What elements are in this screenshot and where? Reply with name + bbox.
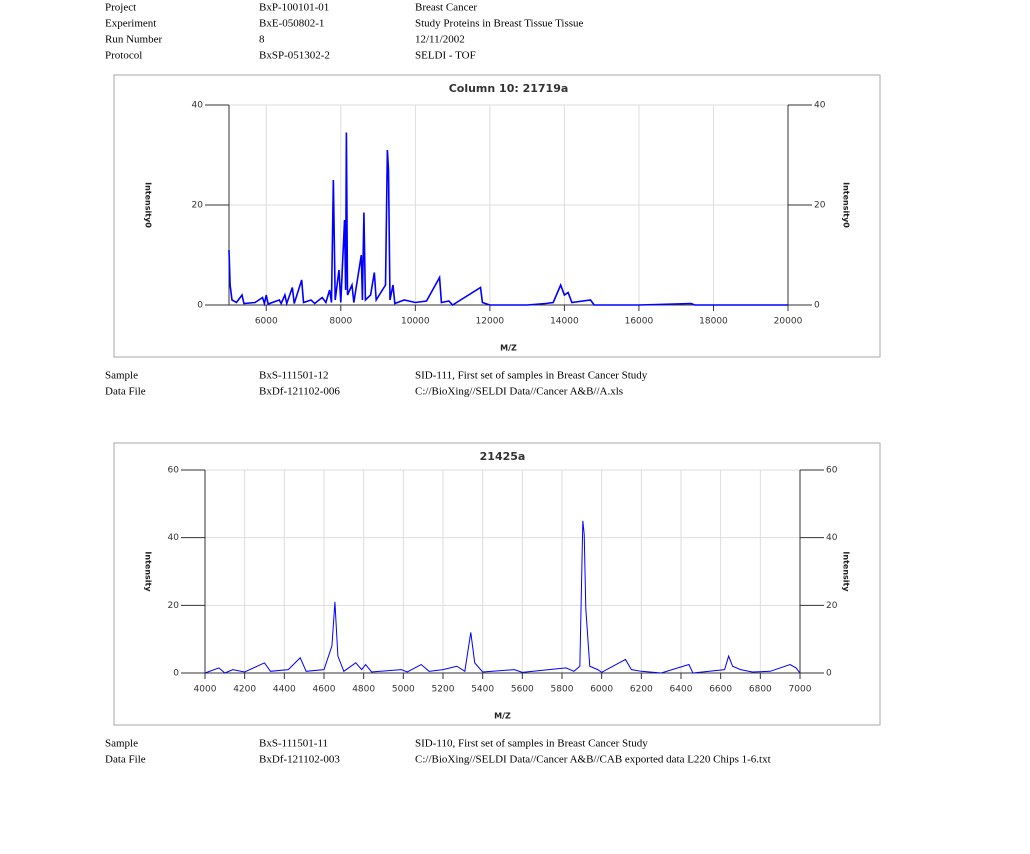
x-tick-label: 14000	[550, 317, 579, 327]
cell: SELDI - TOF	[415, 50, 476, 62]
x-tick-label: 4000	[194, 685, 217, 695]
cell: Data File	[105, 386, 146, 398]
x-tick-label: 12000	[476, 317, 505, 327]
cell: C://BioXing//SELDI Data//Cancer A&B//A.x…	[415, 386, 623, 398]
chart-title: Column 10: 21719a	[449, 82, 569, 95]
cell: BxSP-051302-2	[259, 50, 330, 62]
cell: Data File	[105, 754, 146, 766]
spectrum-line	[228, 132, 788, 307]
x-axis-label: M/Z	[494, 712, 511, 721]
y2-tick-label: 0	[826, 669, 832, 679]
y-tick-label: 20	[168, 601, 180, 611]
y-tick-label: 20	[192, 201, 204, 211]
y2-axis-label: Intensity0	[842, 182, 851, 228]
chart-title: 21425a	[480, 450, 526, 463]
cell: BxDf-121102-006	[259, 386, 340, 398]
x-tick-label: 6400	[670, 685, 693, 695]
cell: SID-110, First set of samples in Breast …	[415, 738, 648, 750]
cell: 12/11/2002	[415, 34, 465, 46]
y2-tick-label: 0	[814, 301, 820, 311]
y-tick-label: 40	[192, 101, 204, 111]
spectrum-line	[204, 520, 801, 674]
x-tick-label: 18000	[699, 317, 728, 327]
cell: 8	[259, 34, 265, 46]
x-tick-label: 5200	[432, 685, 455, 695]
cell: Protocol	[105, 50, 142, 62]
y2-tick-label: 20	[826, 601, 838, 611]
x-tick-label: 6800	[749, 685, 772, 695]
x-tick-label: 10000	[401, 317, 430, 327]
cell: Sample	[105, 738, 138, 750]
cell: BxE-050802-1	[259, 18, 324, 30]
x-tick-label: 7000	[789, 685, 812, 695]
y2-tick-label: 40	[826, 533, 838, 543]
x-tick-label: 5400	[471, 685, 494, 695]
y-axis-label: Intensity0	[144, 182, 153, 228]
y2-tick-label: 20	[814, 201, 826, 211]
x-tick-label: 6600	[709, 685, 732, 695]
cell: C://BioXing//SELDI Data//Cancer A&B//CAB…	[415, 754, 771, 766]
cell: BxDf-121102-003	[259, 754, 340, 766]
cell: Sample	[105, 370, 138, 382]
cell: BxS-111501-12	[259, 370, 328, 382]
cell: Run Number	[105, 34, 162, 46]
y-tick-label: 0	[197, 301, 203, 311]
chart-frame	[113, 442, 881, 726]
x-tick-label: 4600	[313, 685, 336, 695]
y-tick-label: 60	[168, 466, 180, 476]
y2-tick-label: 60	[826, 466, 838, 476]
cell: BxS-111501-11	[259, 738, 328, 750]
y2-axis-label: Intensity	[842, 551, 851, 592]
cell: Project	[105, 2, 136, 14]
x-tick-label: 6000	[590, 685, 613, 695]
x-tick-label: 4200	[233, 685, 256, 695]
cell: SID-111, First set of samples in Breast …	[415, 370, 648, 382]
x-axis-label: M/Z	[500, 344, 517, 353]
x-tick-label: 16000	[625, 317, 654, 327]
x-tick-label: 5600	[511, 685, 534, 695]
cell: Experiment	[105, 18, 156, 30]
cell: Breast Cancer	[415, 2, 477, 14]
y2-tick-label: 40	[814, 101, 826, 111]
x-tick-label: 4800	[352, 685, 375, 695]
x-tick-label: 8000	[329, 317, 352, 327]
chart-frame	[113, 74, 881, 358]
cell: BxP-100101-01	[259, 2, 329, 14]
x-tick-label: 5800	[551, 685, 574, 695]
x-tick-label: 20000	[774, 317, 803, 327]
x-tick-label: 4400	[273, 685, 296, 695]
y-axis-label: Intensity	[144, 551, 153, 592]
x-tick-label: 5000	[392, 685, 415, 695]
cell: Study Proteins in Breast Tissue Tissue	[415, 18, 584, 30]
y-tick-label: 0	[173, 669, 179, 679]
x-tick-label: 6000	[255, 317, 278, 327]
x-tick-label: 6200	[630, 685, 653, 695]
y-tick-label: 40	[168, 533, 180, 543]
